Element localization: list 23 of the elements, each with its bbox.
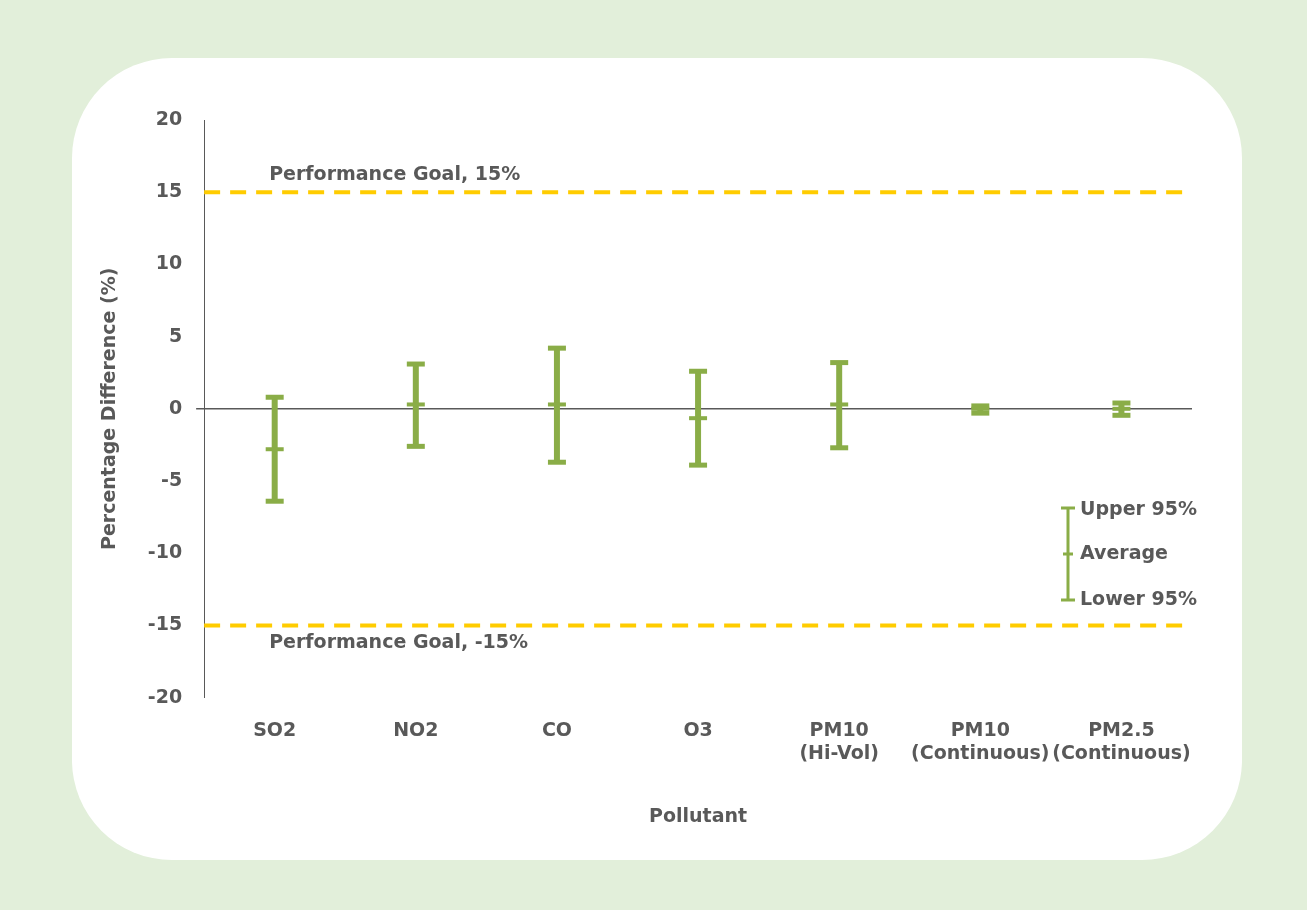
y-axis-title: Percentage Difference (%) bbox=[97, 267, 120, 550]
y-tick-label: -15 bbox=[147, 612, 183, 635]
annotation: Lower 95% bbox=[1080, 586, 1198, 609]
annotation: Upper 95% bbox=[1080, 496, 1197, 519]
x-tick-label: PM10 (Continuous) bbox=[911, 717, 1050, 763]
y-tick-label: 10 bbox=[155, 251, 183, 274]
x-tick-label: O3 bbox=[683, 717, 713, 740]
x-tick-label: PM2.5 (Continuous) bbox=[1052, 717, 1191, 763]
y-tick-label: -10 bbox=[147, 540, 183, 563]
x-tick-label: SO2 bbox=[253, 717, 297, 740]
y-tick-label: -20 bbox=[147, 684, 183, 707]
annotation: Average bbox=[1080, 540, 1168, 563]
y-tick-label: 0 bbox=[168, 395, 183, 418]
ref-line-label: Performance Goal, 15% bbox=[269, 161, 521, 184]
x-tick-label: CO bbox=[541, 717, 572, 740]
x-tick-label: PM10 (Hi-Vol) bbox=[799, 717, 879, 763]
x-tick-label: NO2 bbox=[393, 717, 439, 740]
y-tick-label: 15 bbox=[155, 179, 183, 202]
y-tick-label: 20 bbox=[155, 106, 183, 129]
ref-line-label: Performance Goal, -15% bbox=[269, 629, 529, 652]
y-tick-label: 5 bbox=[168, 323, 183, 346]
x-axis-title: Pollutant bbox=[649, 803, 748, 826]
y-tick-label: -5 bbox=[161, 467, 183, 490]
